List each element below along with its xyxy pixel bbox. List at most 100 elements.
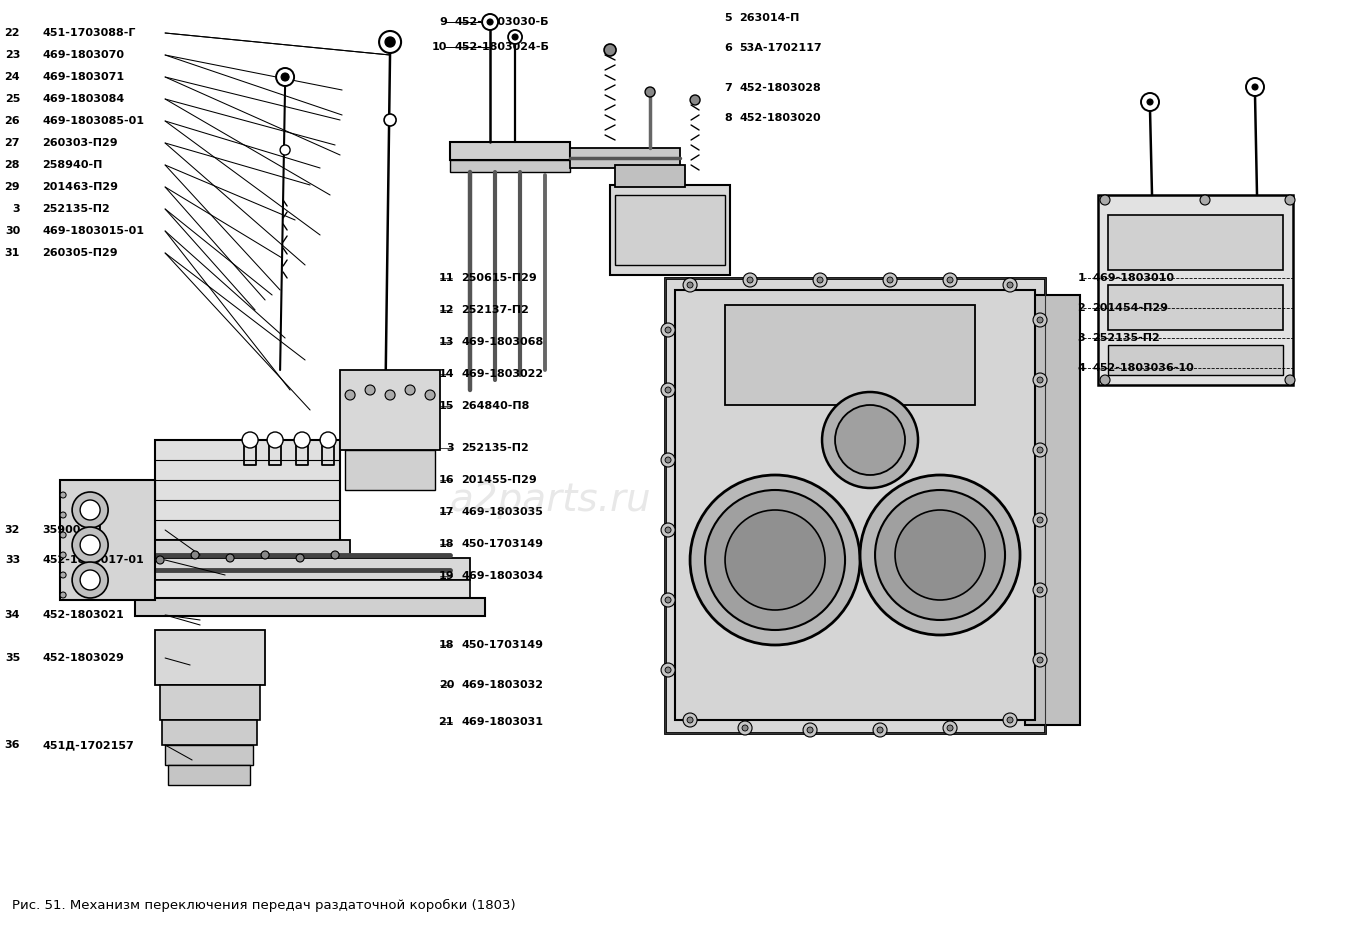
Text: 263014-П: 263014-П (739, 13, 800, 23)
Text: 32: 32 (5, 525, 20, 535)
Circle shape (1002, 278, 1017, 292)
Circle shape (296, 554, 304, 562)
Circle shape (226, 554, 234, 562)
Text: 250615-П29: 250615-П29 (461, 273, 536, 283)
Text: 252137-П2: 252137-П2 (461, 305, 530, 315)
Text: 12: 12 (439, 305, 454, 315)
Circle shape (665, 387, 671, 393)
Circle shape (1038, 587, 1043, 593)
Circle shape (1038, 317, 1043, 323)
Text: 469-1803034: 469-1803034 (461, 571, 543, 581)
Circle shape (405, 385, 415, 395)
Text: 35: 35 (5, 653, 20, 663)
Text: 4: 4 (1077, 363, 1085, 373)
Circle shape (742, 725, 748, 731)
Text: 1: 1 (1077, 273, 1085, 283)
Circle shape (242, 432, 258, 448)
Text: 260305-П29: 260305-П29 (42, 248, 118, 258)
Text: 451Д-1702157: 451Д-1702157 (42, 740, 134, 750)
Text: 359003-П: 359003-П (42, 525, 101, 535)
Bar (145, 558, 470, 580)
Circle shape (661, 593, 676, 607)
Text: 469-1803031: 469-1803031 (461, 717, 543, 727)
Circle shape (157, 556, 163, 564)
Circle shape (72, 562, 108, 598)
Circle shape (80, 535, 100, 555)
Circle shape (665, 457, 671, 463)
Circle shape (385, 390, 394, 400)
Text: 27: 27 (4, 138, 20, 148)
Text: 18: 18 (439, 640, 454, 650)
Circle shape (276, 68, 295, 86)
Text: 24: 24 (4, 72, 20, 82)
Text: a2parts.ru: a2parts.ru (450, 481, 651, 519)
Circle shape (267, 432, 284, 448)
Text: 201454-П29: 201454-П29 (1092, 303, 1169, 313)
Text: 3: 3 (1077, 333, 1085, 343)
Circle shape (59, 532, 66, 538)
Circle shape (688, 282, 693, 288)
Circle shape (320, 432, 336, 448)
Bar (450, 160, 570, 172)
Circle shape (661, 453, 676, 467)
Text: 451-1703088-Г: 451-1703088-Г (42, 28, 135, 38)
Circle shape (80, 570, 100, 590)
Circle shape (281, 73, 289, 81)
Text: 452-1803036-10: 452-1803036-10 (1092, 363, 1194, 373)
Bar (1108, 215, 1283, 270)
Bar (665, 278, 1046, 733)
Circle shape (426, 390, 435, 400)
Circle shape (59, 572, 66, 578)
Bar (135, 598, 485, 616)
Text: 34: 34 (4, 610, 20, 620)
Text: 252135-П2: 252135-П2 (461, 443, 528, 453)
Bar (59, 480, 155, 600)
Circle shape (665, 667, 671, 673)
Text: 14: 14 (439, 369, 454, 379)
Circle shape (665, 597, 671, 603)
Text: 469-1803032: 469-1803032 (461, 680, 543, 690)
Bar (570, 148, 680, 168)
Circle shape (861, 475, 1020, 635)
Bar (155, 440, 340, 540)
Text: 452-1803024-Б: 452-1803024-Б (454, 42, 549, 52)
Circle shape (1285, 375, 1296, 385)
Text: 33: 33 (5, 555, 20, 565)
Text: 469-1803035: 469-1803035 (461, 507, 543, 517)
Circle shape (884, 273, 897, 287)
Circle shape (1006, 282, 1013, 288)
Circle shape (835, 405, 905, 475)
Text: 469-1803084: 469-1803084 (42, 94, 124, 104)
Circle shape (705, 490, 844, 630)
Bar (345, 450, 435, 490)
Text: 450-1703149: 450-1703149 (461, 640, 543, 650)
Circle shape (947, 277, 952, 283)
Text: 252135-П2: 252135-П2 (42, 204, 109, 214)
Text: 21: 21 (439, 717, 454, 727)
Text: 469-1803071: 469-1803071 (42, 72, 124, 82)
Circle shape (380, 31, 401, 53)
Text: 6: 6 (724, 43, 732, 53)
Circle shape (690, 95, 700, 105)
Circle shape (261, 551, 269, 559)
Text: 11: 11 (439, 273, 454, 283)
Text: 17: 17 (439, 507, 454, 517)
Bar (676, 290, 1035, 720)
Circle shape (943, 721, 957, 735)
Circle shape (1038, 447, 1043, 453)
Text: 469-1803068: 469-1803068 (461, 337, 543, 347)
Circle shape (817, 277, 823, 283)
Bar (340, 370, 440, 450)
Circle shape (280, 145, 290, 155)
Text: 25: 25 (5, 94, 20, 104)
Circle shape (508, 30, 521, 44)
Circle shape (684, 713, 697, 727)
Circle shape (59, 492, 66, 498)
Circle shape (1100, 195, 1111, 205)
Text: 23: 23 (5, 50, 20, 60)
Text: 450-1703149: 450-1703149 (461, 539, 543, 549)
Text: 258940-П: 258940-П (42, 160, 103, 170)
Bar (145, 540, 350, 558)
Circle shape (1038, 517, 1043, 523)
Bar (1098, 195, 1293, 385)
